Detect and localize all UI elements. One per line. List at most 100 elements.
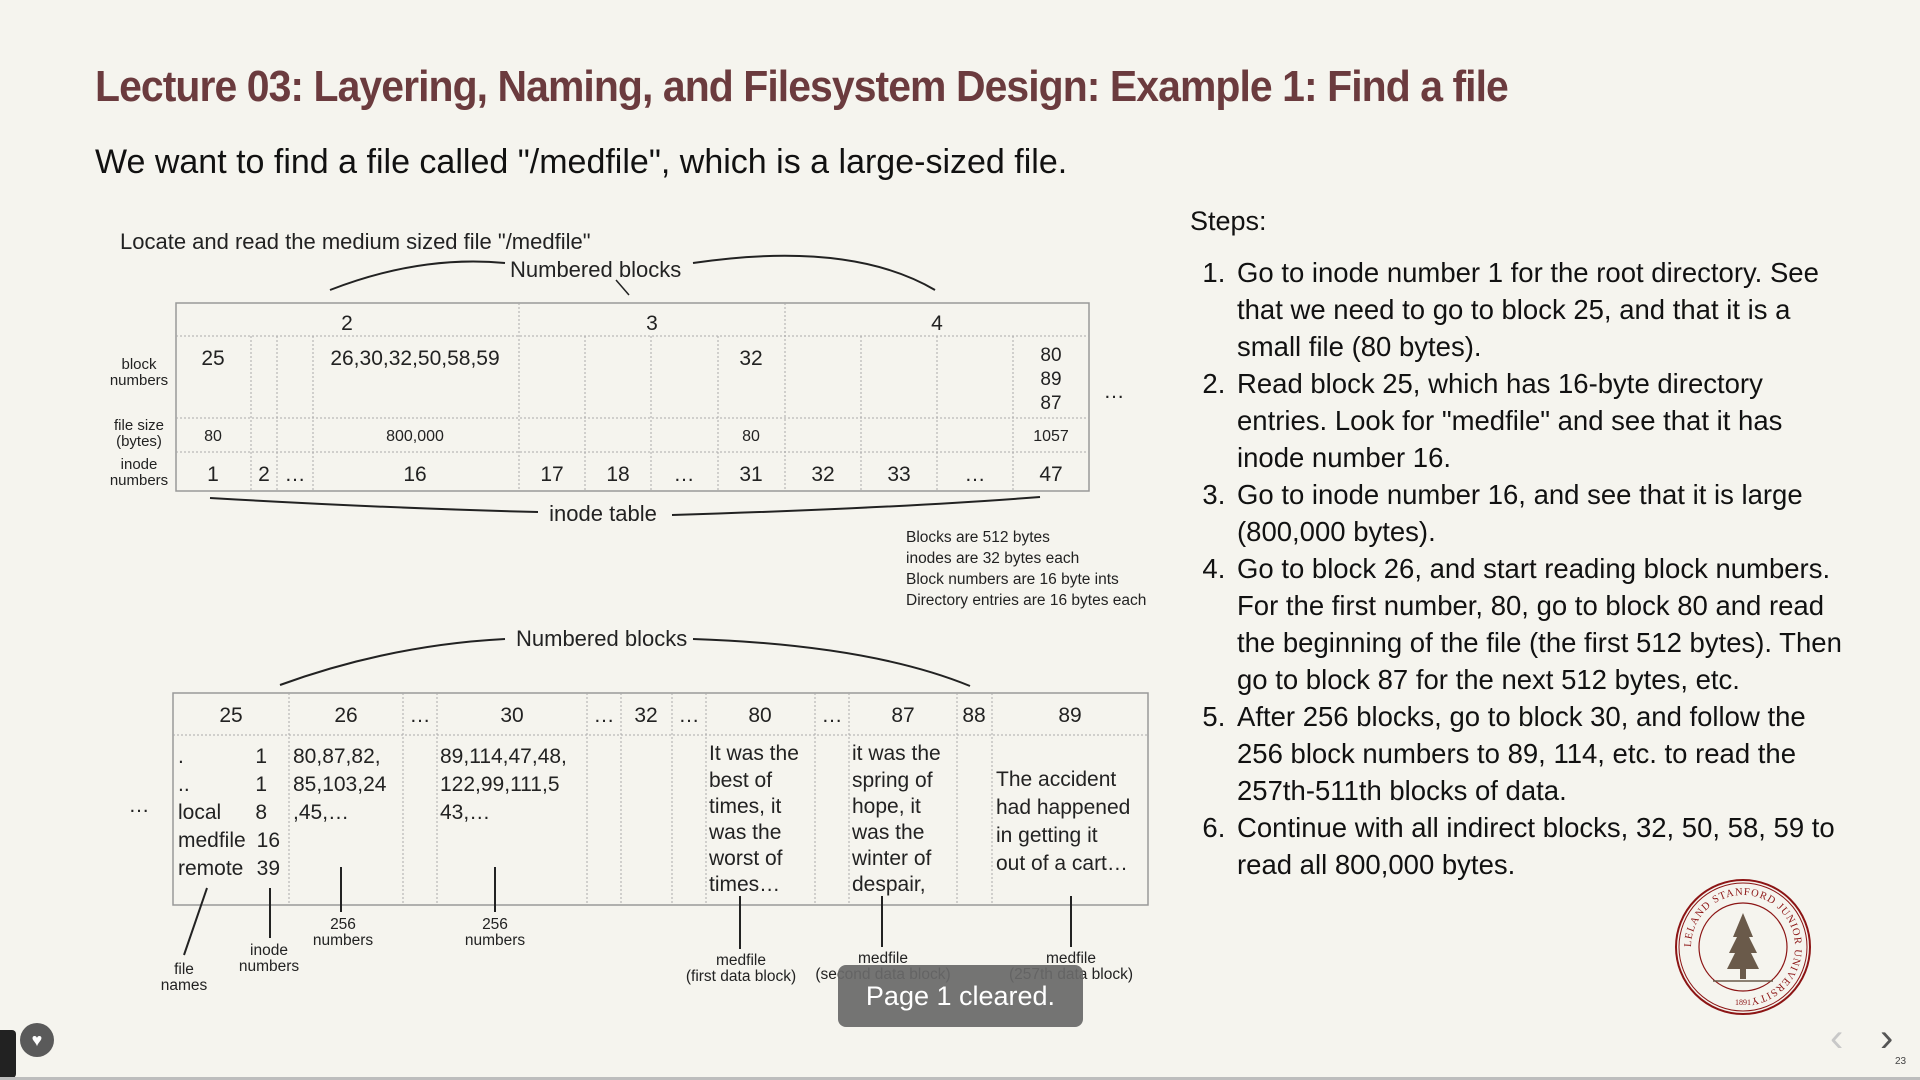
table-ellipsis-right: … xyxy=(1104,380,1125,403)
size-cell: 80 xyxy=(742,428,760,445)
svg-text:medfile: medfile xyxy=(178,829,246,852)
progress-bar xyxy=(0,1077,1920,1080)
numbered-blocks-brace-top xyxy=(329,260,506,291)
svg-text:file size: file size xyxy=(114,417,164,434)
svg-text:numbers: numbers xyxy=(313,932,374,949)
sidebar-edge-handle[interactable] xyxy=(0,1030,16,1078)
svg-text:had happened: had happened xyxy=(996,796,1130,819)
svg-text:It was the: It was the xyxy=(709,742,799,765)
svg-text:inode: inode xyxy=(250,942,288,959)
step-item: Go to inode number 16, and see that it i… xyxy=(1233,476,1853,550)
size-notes: Blocks are 512 bytes inodes are 32 bytes… xyxy=(906,529,1146,609)
step-item: Continue with all indirect blocks, 32, 5… xyxy=(1233,809,1853,883)
heart-button[interactable]: ♥ xyxy=(20,1023,54,1057)
svg-text:in getting it: in getting it xyxy=(996,824,1098,847)
svg-text:local: local xyxy=(178,801,221,824)
svg-text:1891: 1891 xyxy=(1735,998,1751,1007)
numbered-blocks-brace-bottom-right xyxy=(692,638,971,687)
svg-text:block: block xyxy=(121,356,157,373)
numbered-blocks-brace-bottom-left xyxy=(279,638,506,686)
svg-text:…: … xyxy=(679,704,700,727)
svg-text:43,…: 43,… xyxy=(440,801,490,824)
label-inode-numbers: inode numbers xyxy=(239,942,300,975)
filesystem-diagram: Locate and read the medium sized file "/… xyxy=(110,229,1149,994)
svg-text:Directory entries are 16 bytes: Directory entries are 16 bytes each xyxy=(906,592,1146,609)
svg-text:26: 26 xyxy=(334,704,357,727)
svg-text:medfile: medfile xyxy=(1046,950,1096,967)
svg-text:1: 1 xyxy=(255,745,267,768)
next-slide-button[interactable]: › xyxy=(1880,1016,1894,1060)
svg-text:16: 16 xyxy=(403,463,426,486)
prev-slide-button[interactable]: ‹ xyxy=(1830,1016,1844,1060)
size-cell: 1057 xyxy=(1033,428,1069,445)
inode-number-row: 1 2 … 16 17 18 … 31 32 33 … 47 xyxy=(207,463,1063,486)
svg-text:32: 32 xyxy=(634,704,657,727)
step-item: After 256 blocks, go to block 30, and fo… xyxy=(1233,698,1853,809)
step-item: Go to block 26, and start reading block … xyxy=(1233,550,1853,698)
steps-heading: Steps: xyxy=(1190,206,1267,236)
svg-text:remote: remote xyxy=(178,857,243,880)
svg-text:.: . xyxy=(178,745,184,768)
svg-text:…: … xyxy=(410,704,431,727)
data-blocks-table xyxy=(172,692,1149,906)
numbered-blocks-pointer xyxy=(615,279,630,296)
inode-table xyxy=(175,302,1090,492)
svg-text:122,99,111,5: 122,99,111,5 xyxy=(440,773,560,796)
row-label-inode-numbers: inode numbers xyxy=(110,456,168,489)
svg-text:..: .. xyxy=(178,773,190,796)
svg-text:medfile: medfile xyxy=(716,952,766,969)
svg-text:numbers: numbers xyxy=(110,472,168,489)
svg-text:,45,…: ,45,… xyxy=(293,801,349,824)
block-cell: 26,30,32,50,58,59 xyxy=(330,347,499,370)
svg-text:87: 87 xyxy=(891,704,914,727)
block-cell: 32 xyxy=(739,347,762,370)
svg-text:…: … xyxy=(965,463,986,486)
svg-text:256: 256 xyxy=(330,916,356,933)
data-block-headers: 25 26 … 30 … 32 … 80 … 87 88 89 xyxy=(219,704,1081,727)
university-seal-logo: LELAND STANFORD JUNIOR UNIVERSITY 1891 xyxy=(1675,879,1811,1015)
inode-table-label: inode table xyxy=(549,501,657,526)
svg-text:18: 18 xyxy=(606,463,629,486)
block-cell: 25 xyxy=(201,347,224,370)
svg-text:out of a cart…: out of a cart… xyxy=(996,852,1128,875)
step-item: Read block 25, which has 16-byte directo… xyxy=(1233,365,1853,476)
page-number: 23 xyxy=(1895,1056,1907,1067)
heart-icon: ♥ xyxy=(31,1030,43,1050)
svg-text:89: 89 xyxy=(1058,704,1081,727)
numbered-blocks-label-bottom: Numbered blocks xyxy=(516,626,687,651)
svg-text:30: 30 xyxy=(500,704,523,727)
svg-text:(bytes): (bytes) xyxy=(116,433,162,450)
svg-text:88: 88 xyxy=(962,704,985,727)
svg-text:despair,: despair, xyxy=(852,873,926,896)
label-256-numbers-26: 256 numbers xyxy=(313,916,374,949)
block-89-contents: The accident had happened in getting it … xyxy=(996,768,1130,875)
svg-text:2: 2 xyxy=(258,463,270,486)
data-blocks-grid xyxy=(173,693,1148,905)
svg-text:Block numbers are 16 byte ints: Block numbers are 16 byte ints xyxy=(906,571,1119,588)
slide-title: Lecture 03: Layering, Naming, and Filesy… xyxy=(95,62,1509,111)
svg-text:80: 80 xyxy=(748,704,771,727)
label-file-names: file names xyxy=(161,961,208,994)
svg-text:The accident: The accident xyxy=(996,768,1116,791)
page-cleared-toast: Page 1 cleared. xyxy=(838,965,1083,1027)
svg-text:times, it: times, it xyxy=(709,795,782,818)
table-header-2: 2 xyxy=(341,312,353,335)
row-label-block-numbers: block numbers xyxy=(110,356,168,389)
inode-table-brace-left xyxy=(209,497,539,513)
block-cell: 89 xyxy=(1040,369,1061,390)
svg-text:…: … xyxy=(285,463,306,486)
block-87-contents: it was the spring of hope, it was the wi… xyxy=(851,742,941,896)
svg-text:winter of: winter of xyxy=(851,847,932,870)
svg-text:256: 256 xyxy=(482,916,508,933)
steps-list: Go to inode number 1 for the root direct… xyxy=(1190,254,1853,883)
svg-text:numbers: numbers xyxy=(465,932,526,949)
svg-text:85,103,24: 85,103,24 xyxy=(293,773,387,796)
svg-text:25: 25 xyxy=(219,704,242,727)
svg-text:39: 39 xyxy=(257,857,280,880)
svg-text:31: 31 xyxy=(739,463,762,486)
numbered-blocks-label-top: Numbered blocks xyxy=(510,257,681,282)
label-medfile-first-block: medfile (first data block) xyxy=(686,952,796,985)
numbered-blocks-brace-top-right xyxy=(692,254,936,291)
inode-table-grid xyxy=(176,303,1089,491)
block-cell: 87 xyxy=(1040,393,1061,414)
